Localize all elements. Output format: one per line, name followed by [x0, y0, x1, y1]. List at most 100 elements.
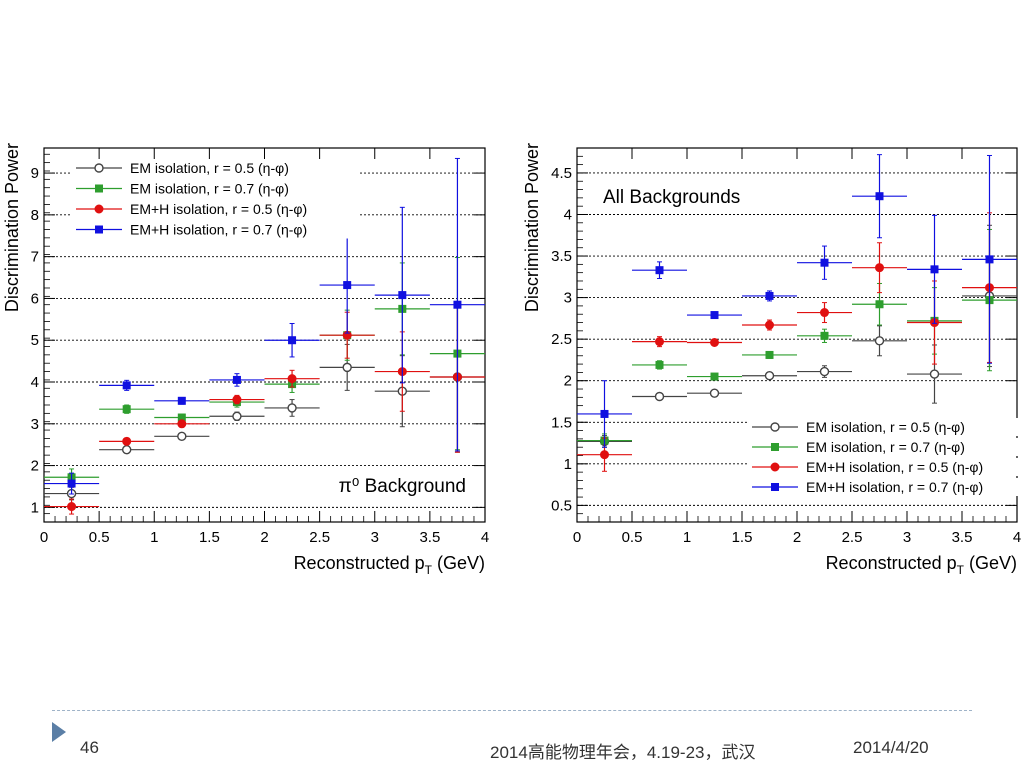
data-point-circle [287, 374, 297, 384]
data-point-square [67, 479, 76, 488]
data-point-circle [655, 337, 664, 347]
series-0 [44, 301, 485, 501]
legend-entry: EM+H isolation, r = 0.5 (η-φ) [130, 201, 307, 217]
x-tick-label: 2 [793, 529, 801, 546]
y-tick-label: 3 [564, 290, 572, 307]
legend-entry: EM+H isolation, r = 0.7 (η-φ) [130, 222, 307, 238]
legend-entry: EM isolation, r = 0.7 (η-φ) [130, 181, 289, 197]
x-tick-label: 1.5 [732, 529, 753, 546]
data-point-square [655, 266, 664, 275]
x-tick-label: 2.5 [842, 529, 863, 546]
data-point-square [765, 350, 774, 359]
series-3 [577, 154, 1017, 448]
x-tick-label: 1 [150, 529, 158, 546]
data-point-square [95, 184, 103, 193]
y-tick-label: 1.5 [551, 414, 572, 431]
data-point-square [453, 300, 462, 309]
data-point-square [177, 396, 186, 405]
x-axis-label: Reconstructed pT (GeV) [826, 553, 1017, 577]
x-tick-label: 1 [683, 529, 691, 546]
data-point-circle [67, 502, 77, 512]
x-tick-label: 0 [573, 529, 581, 546]
y-tick-label: 4 [564, 206, 572, 223]
data-point-open-circle [654, 391, 665, 402]
chart-title: π⁰ Background [339, 476, 466, 497]
legend-bg [72, 220, 358, 239]
data-point-square [655, 360, 664, 369]
legend-entry: EM+H isolation, r = 0.7 (η-φ) [806, 479, 983, 495]
data-point-circle [710, 337, 719, 347]
data-point-square [985, 255, 994, 264]
data-point-square [398, 291, 407, 300]
data-point-square [343, 281, 352, 290]
grid-lines [577, 172, 1017, 506]
legend-bg [748, 418, 1024, 436]
y-tick-label: 1 [31, 499, 39, 516]
data-point-circle [820, 308, 829, 318]
footer-divider [52, 710, 972, 711]
data-point-square [710, 311, 719, 320]
data-point-circle [770, 462, 780, 472]
data-point-circle [177, 419, 187, 429]
x-axis: 0 0.5 1 1.5 2 2.5 3 3.5 4 [573, 148, 1021, 546]
data-point-circle [765, 320, 774, 330]
y-tick-label: 2 [31, 458, 39, 475]
x-tick-label: 4 [1013, 529, 1021, 546]
x-tick-label: 0 [40, 529, 48, 546]
data-point-square [95, 225, 103, 234]
x-axis: 0 0.5 1 1.5 2 2.5 3 3.5 4 [40, 148, 489, 546]
x-tick-label: 4 [481, 529, 489, 546]
chart-title: All Backgrounds [603, 187, 740, 208]
data-point-open-circle [764, 371, 775, 381]
data-point-open-circle [94, 163, 104, 173]
slide-marker-icon [52, 722, 66, 742]
legend-entry: EM isolation, r = 0.7 (η-φ) [806, 439, 965, 455]
legend: EM isolation, r = 0.5 (η-φ) EM isolation,… [72, 159, 358, 239]
legend-entry: EM isolation, r = 0.5 (η-φ) [806, 419, 965, 435]
data-point-open-circle [287, 403, 297, 413]
legend-bg [748, 458, 1024, 476]
legend-bg [748, 478, 1024, 496]
footer-date: 2014/4/20 [853, 738, 929, 757]
data-point-square [122, 405, 131, 414]
data-point-square [600, 409, 609, 418]
data-point-square [288, 336, 297, 345]
legend-bg [748, 438, 1024, 456]
data-point-open-circle [121, 445, 132, 455]
y-tick-label: 4 [31, 374, 39, 391]
x-axis-label: Reconstructed pT (GeV) [294, 553, 485, 577]
data-point-square [875, 192, 884, 201]
data-point-circle [875, 263, 884, 273]
data-point-square [177, 413, 186, 422]
x-tick-label: 3 [903, 529, 911, 546]
data-point-square [122, 381, 131, 390]
x-tick-label: 0.5 [622, 529, 643, 546]
legend: EM isolation, r = 0.5 (η-φ) EM isolation,… [748, 418, 1024, 496]
data-point-square [710, 372, 719, 381]
data-point-open-circle [709, 388, 720, 398]
legend-entry: EM isolation, r = 0.5 (η-φ) [130, 160, 289, 176]
y-tick-label: 5 [31, 332, 39, 349]
data-point-square [875, 300, 884, 309]
data-point-open-circle [770, 422, 780, 432]
legend-bg [72, 200, 358, 218]
series-3 [44, 157, 485, 495]
x-tick-label: 3 [371, 529, 379, 546]
data-point-circle [122, 436, 132, 446]
footer-event: 2014高能物理年会，4.19-23，武汉 [490, 743, 756, 762]
data-point-open-circle [819, 366, 830, 377]
data-point-circle [600, 450, 609, 460]
y-tick-label: 2.5 [551, 331, 572, 348]
legend-bg [72, 179, 358, 198]
y-tick-label: 3.5 [551, 248, 572, 265]
y-tick-label: 8 [31, 207, 39, 224]
data-point-open-circle [342, 362, 352, 373]
pi0-background-chart: 0 0.5 1 1.5 2 2.5 3 3.5 4 Reconstructed pT (GeV) 1… [2, 143, 489, 577]
data-point-circle [232, 395, 242, 405]
y-tick-label: 1 [564, 456, 572, 473]
data-point-square [820, 258, 829, 267]
y-tick-label: 4.5 [551, 165, 572, 182]
y-tick-label: 9 [31, 165, 39, 182]
